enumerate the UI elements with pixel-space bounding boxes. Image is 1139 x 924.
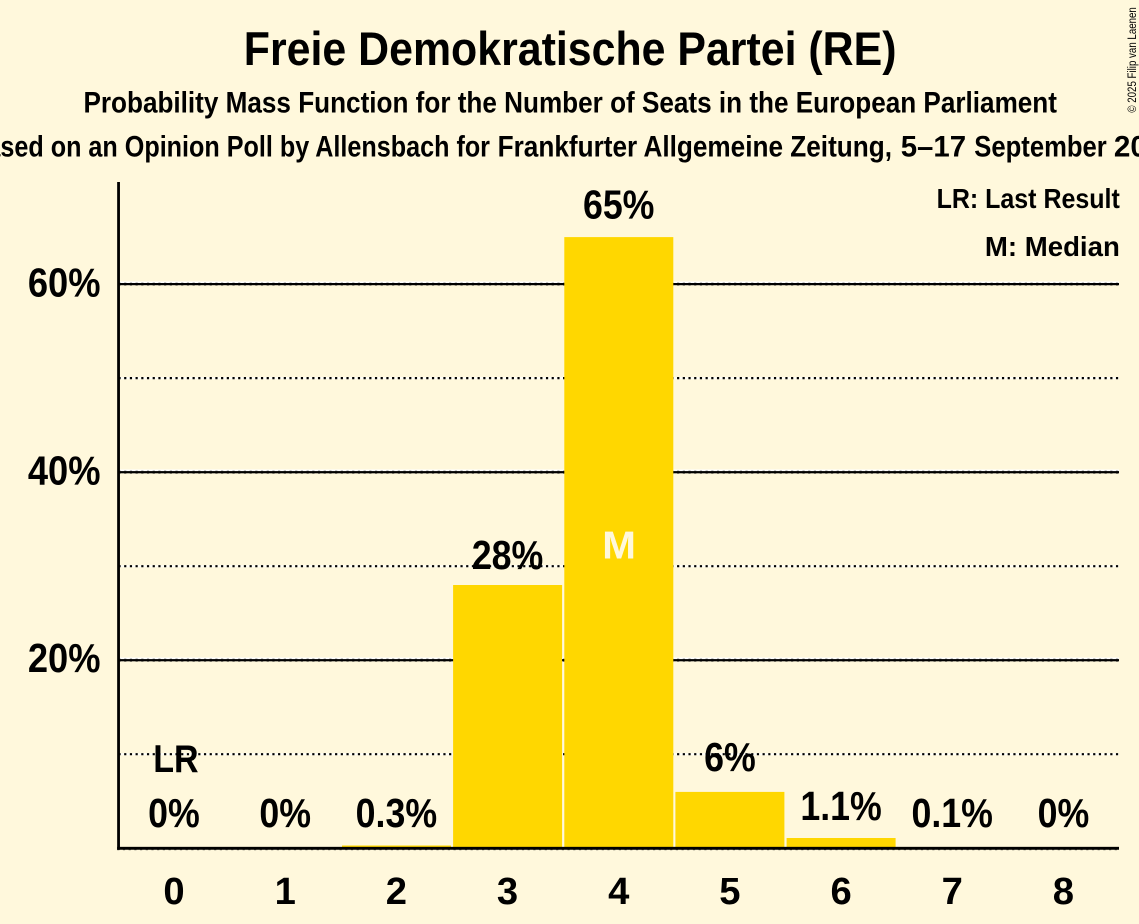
svg-text:Freie Demokratische Partei (RE: Freie Demokratische Partei (RE) — [244, 22, 897, 76]
svg-text:0%: 0% — [1038, 791, 1090, 837]
svg-text:LR: LR — [153, 737, 198, 781]
svg-text:September: September — [974, 130, 1114, 163]
svg-text:M: M — [602, 525, 636, 568]
svg-text:0.3%: 0.3% — [356, 791, 437, 837]
svg-text:3: 3 — [497, 870, 518, 913]
svg-text:20%: 20% — [28, 636, 101, 681]
svg-text:0%: 0% — [148, 791, 200, 837]
svg-text:28%: 28% — [472, 533, 543, 579]
svg-text:8: 8 — [1053, 870, 1074, 913]
svg-text:Based on an Opinion Poll by Al: Based on an Opinion Poll by Allensbach f… — [0, 130, 497, 163]
svg-text:© 2025 Filip van Laenen: © 2025 Filip van Laenen — [1126, 7, 1139, 112]
svg-text:7: 7 — [942, 870, 963, 913]
svg-text:5–17: 5–17 — [901, 131, 975, 164]
svg-text:Probability Mass Function for: Probability Mass Function for the Number… — [83, 86, 1056, 119]
svg-text:0: 0 — [163, 870, 184, 913]
svg-text:6: 6 — [830, 870, 851, 913]
svg-text:0.1%: 0.1% — [911, 791, 992, 837]
svg-text:LR: Last Result: LR: Last Result — [937, 183, 1120, 214]
svg-text:2: 2 — [386, 870, 407, 913]
svg-text:Frankfurter Allgemeine Zeitung: Frankfurter Allgemeine Zeitung, — [498, 130, 900, 163]
svg-text:40%: 40% — [28, 448, 101, 493]
svg-text:65%: 65% — [583, 182, 654, 228]
svg-text:M: Median: M: Median — [985, 231, 1120, 262]
svg-text:6%: 6% — [704, 735, 756, 781]
svg-text:60%: 60% — [28, 261, 101, 306]
svg-text:5: 5 — [719, 870, 740, 913]
svg-text:4: 4 — [608, 870, 630, 913]
svg-text:1: 1 — [275, 870, 296, 913]
svg-text:0%: 0% — [259, 791, 311, 837]
svg-text:2025: 2025 — [1114, 131, 1139, 164]
svg-text:1.1%: 1.1% — [800, 784, 881, 830]
